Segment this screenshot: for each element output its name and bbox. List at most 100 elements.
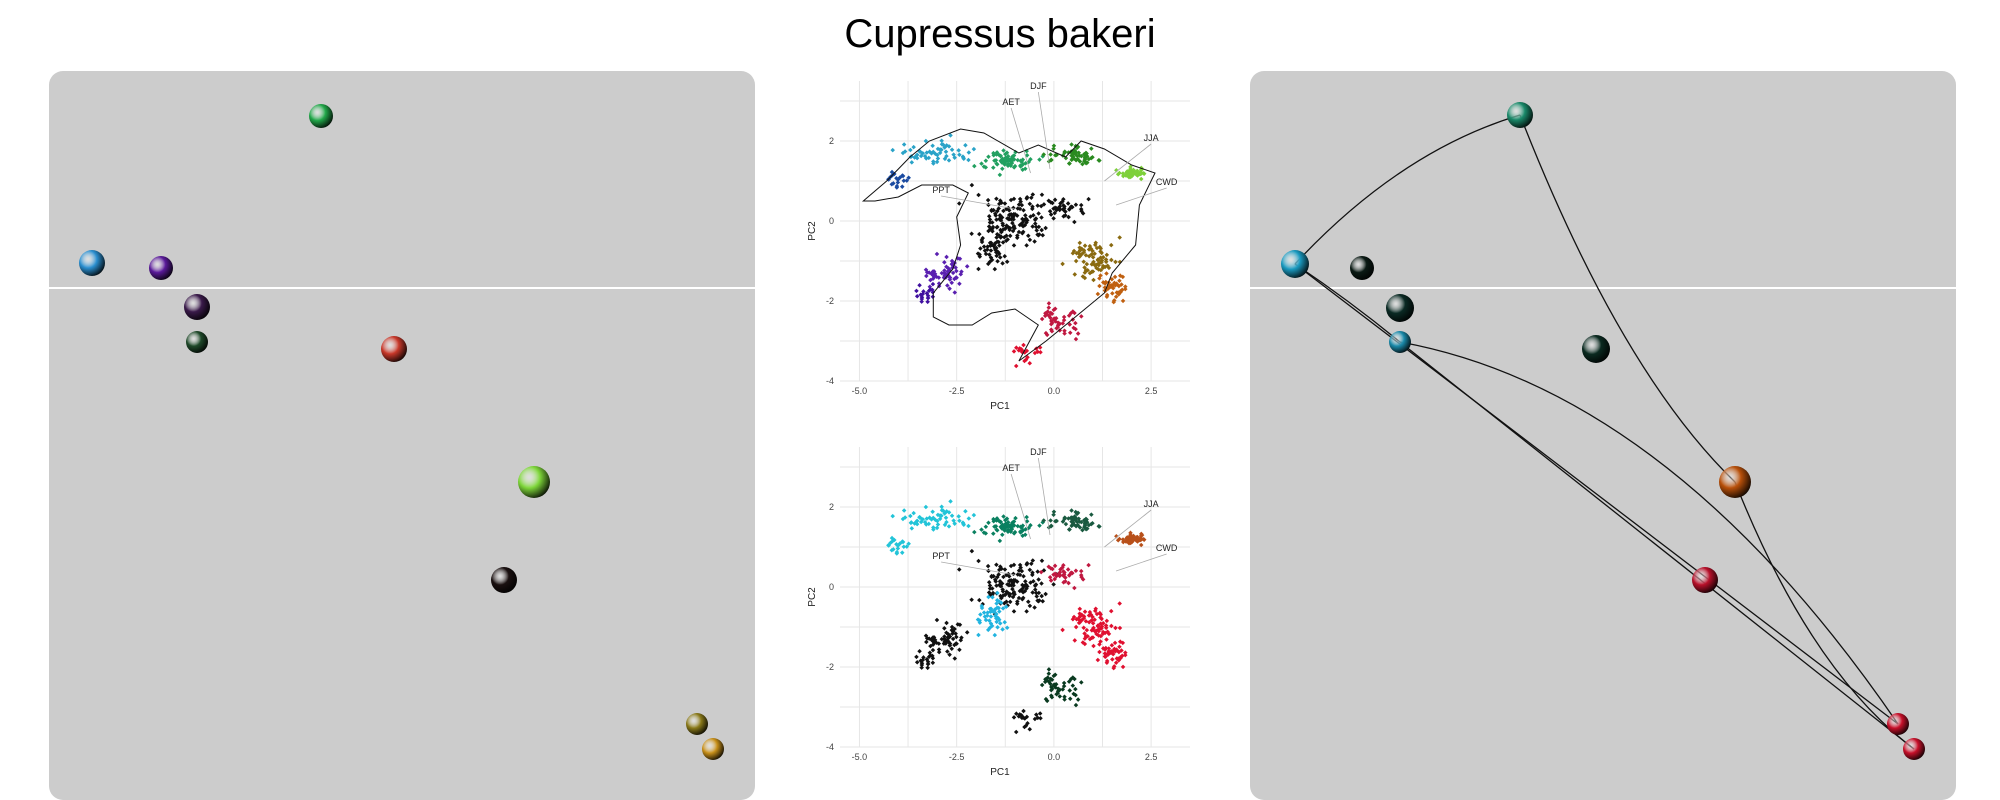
pca-point [1034,228,1040,233]
pca-point [963,509,968,514]
grid-lines [840,447,1190,748]
pca-point [1112,274,1118,280]
pca-point [957,281,962,287]
pca-point [1024,196,1029,201]
pca-point [947,652,952,657]
pca-point [949,147,955,152]
pca-point [1037,598,1042,603]
pca-point [936,647,942,652]
pca-point [1057,687,1063,693]
pca-point [975,617,981,622]
pca-point [988,614,994,619]
right-point-layer [1281,102,1925,760]
pca-point [899,184,905,189]
pca-point [1104,637,1109,642]
site-point [149,256,173,280]
edge-line [1294,263,1401,343]
pca-point [1060,565,1065,570]
pca-point [986,579,992,585]
pca-point [914,288,919,294]
pca-point [1069,508,1074,513]
pca-point [1096,524,1102,529]
pca-point [1002,253,1007,259]
y-axis-label: PC2 [807,221,818,241]
pca-point [1057,694,1063,699]
site-point [686,713,708,735]
pca-point [949,646,955,652]
site-point [518,466,550,498]
y-tick-label: -4 [826,742,834,752]
site-point [1719,466,1751,498]
pca-point [1016,595,1022,601]
pca-point [909,526,915,531]
pca-point [930,647,936,653]
pca-point [908,513,913,519]
pca-point [976,558,981,564]
pca-point [1092,242,1098,248]
pca-point [987,606,993,612]
pca-point [1037,157,1042,162]
pca-point [1104,271,1109,276]
pca-point [983,158,989,163]
pca-point [923,504,929,510]
pca-point [1098,633,1104,639]
pca-point [1071,614,1077,620]
pca-point [1112,640,1118,646]
pca-point [1039,227,1044,233]
pca-point [947,286,952,291]
pca-point [985,627,991,633]
pca-point [1118,288,1123,294]
pca-point [1060,627,1065,633]
x-axis-label: PC1 [990,401,1010,412]
pca-point [890,513,895,519]
pca-point [944,620,949,626]
pca-point [1109,642,1115,648]
y-tick-label: 0 [829,582,834,592]
pca-point [1051,509,1057,515]
pca-chart-top: -5.0 -2.5 0.0 2.5 -4 -2 0 2 PC1 PC2 AET DJF JJA CWD PP… [807,81,1190,412]
pca-point [908,147,913,153]
pca-point [1078,568,1084,574]
edge-line [1399,341,1915,750]
pca-point [1086,196,1091,202]
scatter-points [886,499,1147,735]
pca-point [1036,211,1041,216]
pca-point [1046,301,1052,306]
pca-point [911,510,916,516]
pca-point [1039,192,1045,197]
pca-point [1062,331,1067,336]
arrow-line [1115,187,1167,206]
pca-point [1110,291,1115,296]
x-tick-label: -2.5 [949,752,965,762]
pca-point [1034,594,1040,599]
pca-point [1069,142,1074,147]
pca-point [934,251,940,257]
pca-point [901,178,907,184]
pca-point [963,143,968,148]
pca-point [1066,214,1071,220]
pca-point [1011,609,1017,614]
pca-point [1116,658,1122,663]
pca-point [1073,686,1078,692]
pca-point [1073,624,1079,630]
pca-point [1096,158,1102,163]
pca-point [1040,233,1045,238]
pca-point [1078,572,1084,578]
pca-point [992,577,998,582]
pca-point [1127,167,1133,173]
pca-point [1039,215,1044,220]
pca-point [1076,516,1082,522]
pca-point [1060,261,1065,267]
pca-point [1091,643,1096,649]
pca-point [969,231,974,237]
pca-point [901,142,907,147]
pca-point [1077,254,1083,259]
pca-point [969,597,974,603]
pca-point [1024,609,1029,614]
edge-line [1734,481,1915,750]
pca-point [939,270,945,276]
pca-point [1002,567,1008,572]
pca-point [971,512,977,518]
pca-point [1033,590,1039,596]
pca-point [1050,200,1055,206]
